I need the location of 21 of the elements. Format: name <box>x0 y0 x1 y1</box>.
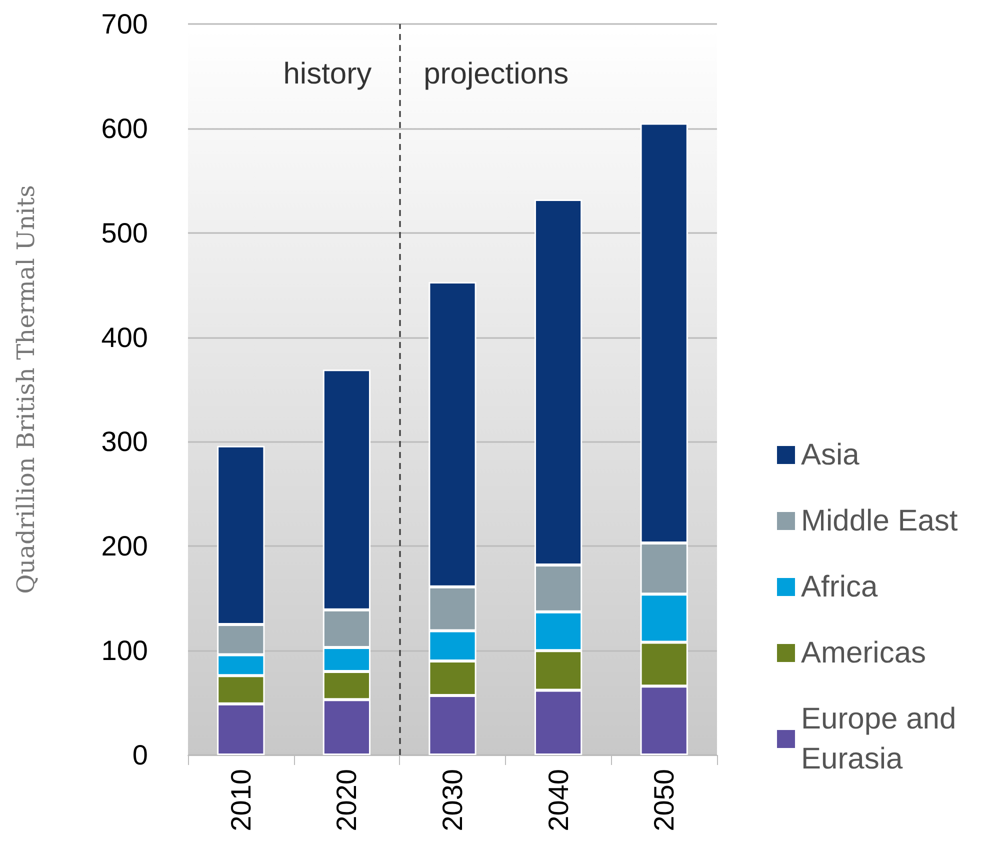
y-tick-label: 600 <box>101 112 148 144</box>
y-tick-label: 0 <box>132 740 148 770</box>
x-tick-label: 2010 <box>225 769 256 832</box>
x-tick-label: 2020 <box>331 769 362 832</box>
legend-label: Asia <box>801 438 860 472</box>
annotation: projections <box>424 58 569 90</box>
y-tick-label: 400 <box>101 322 148 353</box>
annotation: history <box>283 58 372 90</box>
y-tick-label: 700 <box>101 8 148 40</box>
legend-label: Americas <box>801 636 926 670</box>
y-tick-label: 300 <box>101 426 148 458</box>
legend-label: Middle East <box>801 504 958 538</box>
x-tick-label: 2030 <box>437 769 468 832</box>
y-tick-label: 500 <box>101 217 148 248</box>
legend-label: Europe and Eurasia <box>801 702 964 776</box>
y-axis-title: Quadrillion British Thermal Units <box>12 185 40 594</box>
y-tick-label: 100 <box>101 635 148 666</box>
x-tick-label: 2050 <box>648 769 680 832</box>
y-tick-label: 200 <box>101 530 148 562</box>
legend-label: Africa <box>801 570 878 604</box>
x-tick-label: 2040 <box>542 769 574 832</box>
